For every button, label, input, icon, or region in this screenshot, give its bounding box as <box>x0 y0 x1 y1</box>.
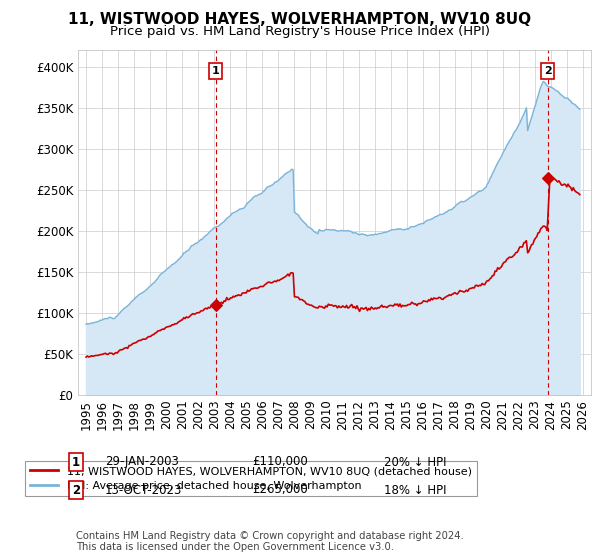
Text: Contains HM Land Registry data © Crown copyright and database right 2024.
This d: Contains HM Land Registry data © Crown c… <box>76 531 464 553</box>
Text: 20% ↓ HPI: 20% ↓ HPI <box>384 455 446 469</box>
Text: 1: 1 <box>212 66 220 76</box>
Text: 13-OCT-2023: 13-OCT-2023 <box>105 483 182 497</box>
Point <box>543 173 553 182</box>
Text: £265,000: £265,000 <box>252 483 308 497</box>
Legend: 11, WISTWOOD HAYES, WOLVERHAMPTON, WV10 8UQ (detached house), HPI: Average price: 11, WISTWOOD HAYES, WOLVERHAMPTON, WV10 … <box>25 461 478 496</box>
Text: 29-JAN-2003: 29-JAN-2003 <box>105 455 179 469</box>
Text: 18% ↓ HPI: 18% ↓ HPI <box>384 483 446 497</box>
Text: 2: 2 <box>72 483 80 497</box>
Text: 11, WISTWOOD HAYES, WOLVERHAMPTON, WV10 8UQ: 11, WISTWOOD HAYES, WOLVERHAMPTON, WV10 … <box>68 12 532 27</box>
Text: 2: 2 <box>544 66 551 76</box>
Point <box>211 300 220 309</box>
Text: 1: 1 <box>72 455 80 469</box>
Text: £110,000: £110,000 <box>252 455 308 469</box>
Text: Price paid vs. HM Land Registry's House Price Index (HPI): Price paid vs. HM Land Registry's House … <box>110 25 490 38</box>
